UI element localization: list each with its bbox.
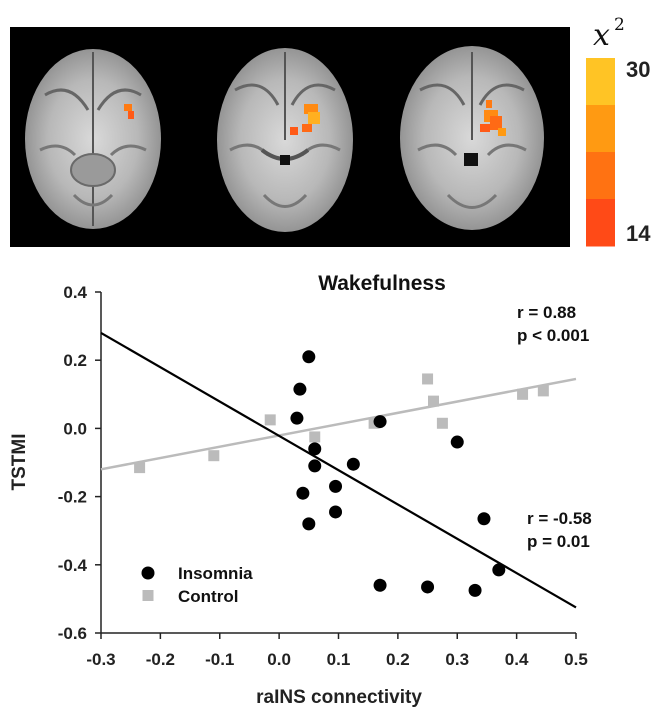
y-axis-title: TSTMI xyxy=(9,434,30,491)
brain-slice-2 xyxy=(217,48,353,232)
insomnia-point xyxy=(302,517,316,531)
insomnia-point xyxy=(468,583,482,597)
legend-control-marker xyxy=(142,590,154,601)
colorbar-segment xyxy=(586,105,615,153)
insomnia-point xyxy=(329,479,343,493)
insomnia-point xyxy=(296,486,310,500)
insomnia-point xyxy=(302,350,316,364)
insomnia-fit-line xyxy=(100,331,577,609)
x-tick-label: -0.3 xyxy=(86,650,115,669)
data-points xyxy=(134,350,549,597)
insomnia-point xyxy=(477,512,491,526)
x-tick-label: -0.1 xyxy=(205,650,234,669)
colorbar-min-label: 14 xyxy=(626,221,651,246)
activation-blob xyxy=(124,104,132,111)
y-tick-label: -0.6 xyxy=(58,624,87,643)
chart-title: Wakefulness xyxy=(318,272,446,295)
brain-slice-1 xyxy=(25,49,161,229)
control-point xyxy=(264,414,276,426)
insomnia-point xyxy=(293,382,307,396)
insomnia-point xyxy=(329,505,343,519)
insomnia-point xyxy=(346,457,360,471)
control-point xyxy=(422,373,434,385)
y-tick-label: 0.0 xyxy=(63,419,87,438)
control-point xyxy=(537,385,549,397)
control-point xyxy=(134,462,146,474)
fit-lines xyxy=(100,331,577,609)
y-tick-label: -0.4 xyxy=(58,556,88,575)
colorbar-segment xyxy=(586,152,615,200)
colorbar-segment xyxy=(586,58,615,106)
brain-slice-3 xyxy=(400,46,544,230)
x-tick-label: 0.4 xyxy=(505,650,529,669)
insomnia-point xyxy=(421,580,435,594)
y-tick-label: 0.4 xyxy=(63,283,87,302)
control-r-annotation: r = 0.88 xyxy=(517,303,576,322)
legend-insomnia-label: Insomnia xyxy=(178,564,253,583)
control-point xyxy=(428,395,439,407)
control-fit-line xyxy=(100,377,577,471)
x-tick-label: -0.2 xyxy=(146,650,175,669)
x-tick-label: 0.3 xyxy=(445,650,469,669)
insomnia-point xyxy=(373,415,387,429)
y-tick-label: 0.2 xyxy=(63,351,87,370)
control-p-annotation: p < 0.001 xyxy=(517,326,589,345)
axes: -0.3 -0.2 -0.1 0.0 0.1 0.2 0.3 0.4 0.5 0.4 0.2 0.0 -… xyxy=(58,283,588,669)
annotations: r = 0.88 p < 0.001 r = -0.58 p = 0.01 xyxy=(517,303,592,551)
activation-blob xyxy=(304,104,318,114)
x-axis-title: raINS connectivity xyxy=(256,687,422,708)
insomnia-point xyxy=(290,411,304,425)
control-point xyxy=(436,417,448,429)
insomnia-p-annotation: p = 0.01 xyxy=(527,532,590,551)
colorbar: x 2 30 14 xyxy=(586,15,651,247)
x-tick-label: 0.5 xyxy=(564,650,588,669)
scatter-chart: Wakefulness -0.3 -0.2 -0.1 0.0 0.1 0.2 0.3 0.4 0… xyxy=(9,272,592,708)
y-tick-label: -0.2 xyxy=(58,488,87,507)
insomnia-r-annotation: r = -0.58 xyxy=(527,509,592,528)
legend: Insomnia Control xyxy=(141,564,253,606)
insomnia-point xyxy=(308,459,322,473)
colorbar-max-label: 30 xyxy=(626,57,650,82)
legend-control-label: Control xyxy=(178,587,238,606)
legend-insomnia-marker xyxy=(141,566,155,580)
control-point xyxy=(309,431,321,443)
colorbar-symbol: x xyxy=(593,18,610,53)
x-tick-label: 0.0 xyxy=(267,650,291,669)
colorbar-symbol-superscript: 2 xyxy=(614,15,625,35)
control-point xyxy=(517,388,529,400)
insomnia-point xyxy=(308,442,322,456)
insomnia-point xyxy=(492,563,506,577)
insomnia-point xyxy=(373,578,387,592)
colorbar-segment xyxy=(586,199,615,247)
x-tick-label: 0.1 xyxy=(327,650,351,669)
x-tick-label: 0.2 xyxy=(386,650,410,669)
brain-panel xyxy=(10,27,570,247)
control-point xyxy=(208,450,220,462)
insomnia-point xyxy=(450,435,464,449)
